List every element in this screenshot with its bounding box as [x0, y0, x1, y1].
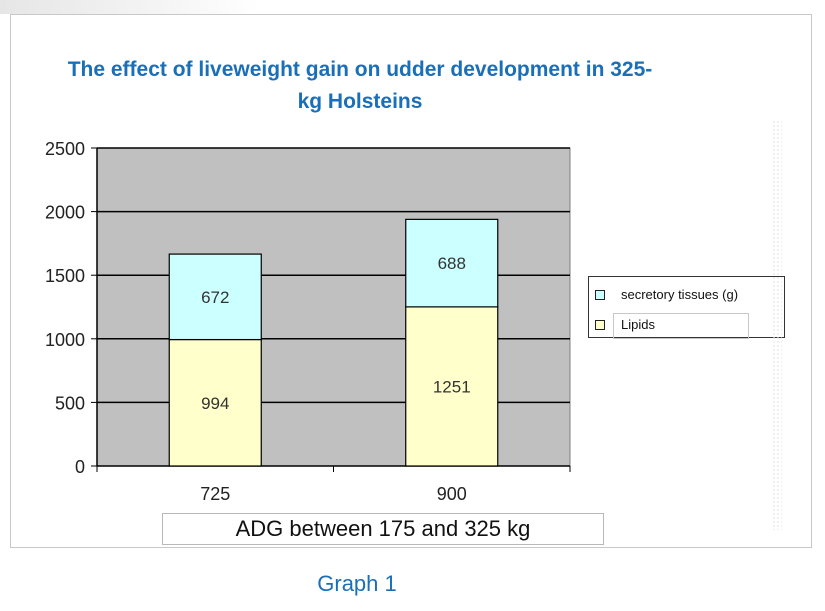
y-tick-label-2500: 2500 [45, 139, 85, 159]
legend-label-lipids: Lipids [621, 317, 655, 332]
bar-secretory-725 [168, 253, 262, 341]
chart-title-line-1: The effect of liveweight gain on udder d… [67, 58, 653, 81]
legend-swatch-secretory [595, 290, 605, 300]
y-tick-label-0: 0 [75, 457, 85, 477]
bar-secretory-900 [405, 218, 499, 308]
x-tick-label-900: 900 [437, 484, 467, 504]
y-tick-label-2000: 2000 [45, 203, 85, 223]
data-label-bar-lipids-900: 1251 [433, 377, 471, 396]
data-label-bar-secretory-900: 688 [438, 254, 466, 273]
legend-label-box [613, 313, 749, 339]
y-tick-label-1000: 1000 [45, 330, 85, 350]
x-axis-title: ADG between 175 and 325 kg [162, 513, 604, 545]
legend-label-secretory: secretory tissues (g) [621, 287, 739, 302]
y-tick-label-1500: 1500 [45, 266, 85, 286]
data-label-bar-secretory-725: 672 [201, 288, 229, 307]
chart-title: The effect of liveweight gain on udder d… [20, 54, 700, 118]
bar-lipids-900 [405, 306, 499, 467]
plot-area [96, 147, 571, 467]
y-tick-label-500: 500 [55, 393, 85, 413]
chart-title-line-2: kg Holsteins [297, 90, 423, 113]
data-label-bar-lipids-725: 994 [201, 394, 229, 413]
top-shadow [0, 0, 260, 14]
decorative-dotted-strip [772, 120, 782, 530]
legend-swatch-lipids [595, 320, 605, 330]
x-tick-label-725: 725 [200, 484, 230, 504]
graph-caption: Graph 1 [317, 571, 397, 596]
legend: secretory tissues (g) Lipids [588, 276, 785, 339]
bar-lipids-725 [168, 338, 262, 467]
